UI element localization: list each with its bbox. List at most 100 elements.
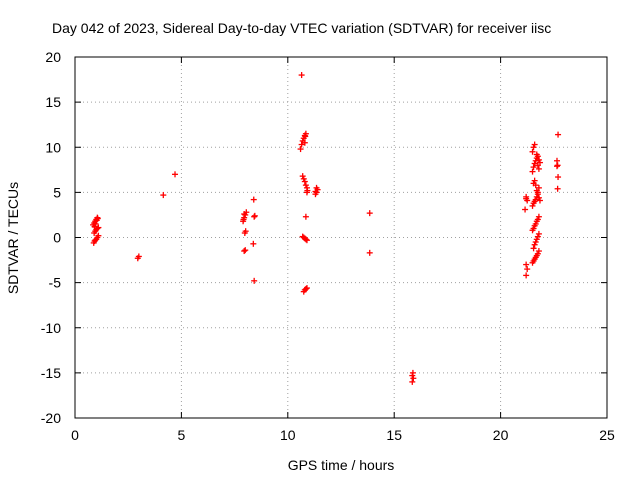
data-point (531, 241, 538, 248)
data-point (241, 211, 248, 218)
data-point (242, 211, 249, 218)
data-point (535, 213, 542, 220)
x-tick-label: 15 (386, 427, 402, 443)
data-point (298, 72, 305, 79)
data-point (532, 157, 539, 164)
y-axis-title: SDTVAR / TECUs (5, 182, 21, 294)
data-point (535, 156, 542, 163)
axis-ticks (74, 56, 608, 419)
data-point (553, 163, 560, 170)
data-point (534, 233, 541, 240)
x-axis-title: GPS time / hours (288, 457, 395, 473)
data-point (554, 185, 561, 192)
data-point (300, 175, 307, 182)
data-point (94, 215, 101, 222)
data-points (90, 72, 562, 385)
data-point (534, 162, 541, 169)
y-tick-label: 0 (53, 230, 61, 246)
y-tick-label: -10 (41, 320, 61, 336)
data-point (301, 178, 308, 185)
data-point (529, 202, 536, 209)
data-point (530, 164, 537, 171)
data-point (250, 196, 257, 203)
x-tick-label: 20 (493, 427, 509, 443)
data-point (250, 240, 257, 247)
y-tick-label: 20 (45, 49, 61, 65)
data-point (530, 225, 537, 232)
data-point (530, 144, 537, 151)
data-point (555, 174, 562, 181)
y-tick-label: 5 (53, 184, 61, 200)
data-point (532, 239, 539, 246)
y-tick-label: -15 (41, 365, 61, 381)
data-point (535, 194, 542, 201)
data-point (303, 285, 310, 292)
data-point (529, 148, 536, 155)
data-point (532, 182, 539, 189)
data-point (240, 216, 247, 223)
data-point (298, 141, 305, 148)
data-point (297, 146, 304, 153)
data-point (410, 375, 417, 382)
data-point (302, 213, 309, 220)
data-point (302, 182, 309, 189)
data-point (366, 210, 373, 217)
data-point (160, 192, 167, 199)
data-point (95, 232, 102, 239)
data-point (531, 160, 538, 167)
data-point (533, 151, 540, 158)
data-point (531, 141, 538, 148)
data-point (303, 189, 310, 196)
x-tick-label: 25 (599, 427, 615, 443)
tick-labels: 0 5 10 15 20 25 -20 -15 -10 -5 0 5 10 15 20 (41, 49, 615, 443)
data-point (242, 247, 249, 254)
data-point (555, 131, 562, 138)
y-tick-label: -5 (49, 275, 62, 291)
data-point (530, 245, 537, 252)
data-point (241, 248, 248, 255)
x-tick-label: 5 (178, 427, 186, 443)
data-point (533, 236, 540, 243)
data-point (531, 177, 538, 184)
data-point (366, 249, 373, 256)
y-tick-label: 15 (45, 94, 61, 110)
data-point (532, 196, 539, 203)
data-point (532, 220, 539, 227)
data-point (313, 184, 320, 191)
data-point (299, 173, 306, 180)
y-tick-label: -20 (41, 410, 61, 426)
y-tick-label: 10 (45, 139, 61, 155)
data-point (302, 133, 309, 140)
data-point (409, 378, 416, 385)
data-point (523, 261, 530, 268)
data-point (312, 188, 319, 195)
data-point (242, 228, 249, 235)
chart-title: Day 042 of 2023, Sidereal Day-to-day VTE… (52, 20, 551, 36)
x-tick-label: 10 (280, 427, 296, 443)
data-point (302, 285, 309, 292)
data-point (534, 216, 541, 223)
data-point (301, 139, 308, 146)
data-point (303, 237, 310, 244)
data-point (251, 212, 258, 219)
data-point (523, 272, 530, 279)
data-point (522, 206, 529, 213)
data-point (524, 266, 531, 273)
data-point (529, 168, 536, 175)
data-point (534, 250, 541, 257)
data-point (536, 197, 543, 204)
x-tick-label: 0 (71, 427, 79, 443)
data-point (535, 230, 542, 237)
data-point (302, 236, 309, 243)
data-point (92, 220, 99, 227)
data-point (172, 171, 179, 178)
data-point (251, 277, 258, 284)
data-point (524, 197, 531, 204)
data-point (535, 248, 542, 255)
data-point (95, 224, 102, 231)
data-point (535, 165, 542, 172)
data-point (534, 191, 541, 198)
data-point (409, 369, 416, 376)
